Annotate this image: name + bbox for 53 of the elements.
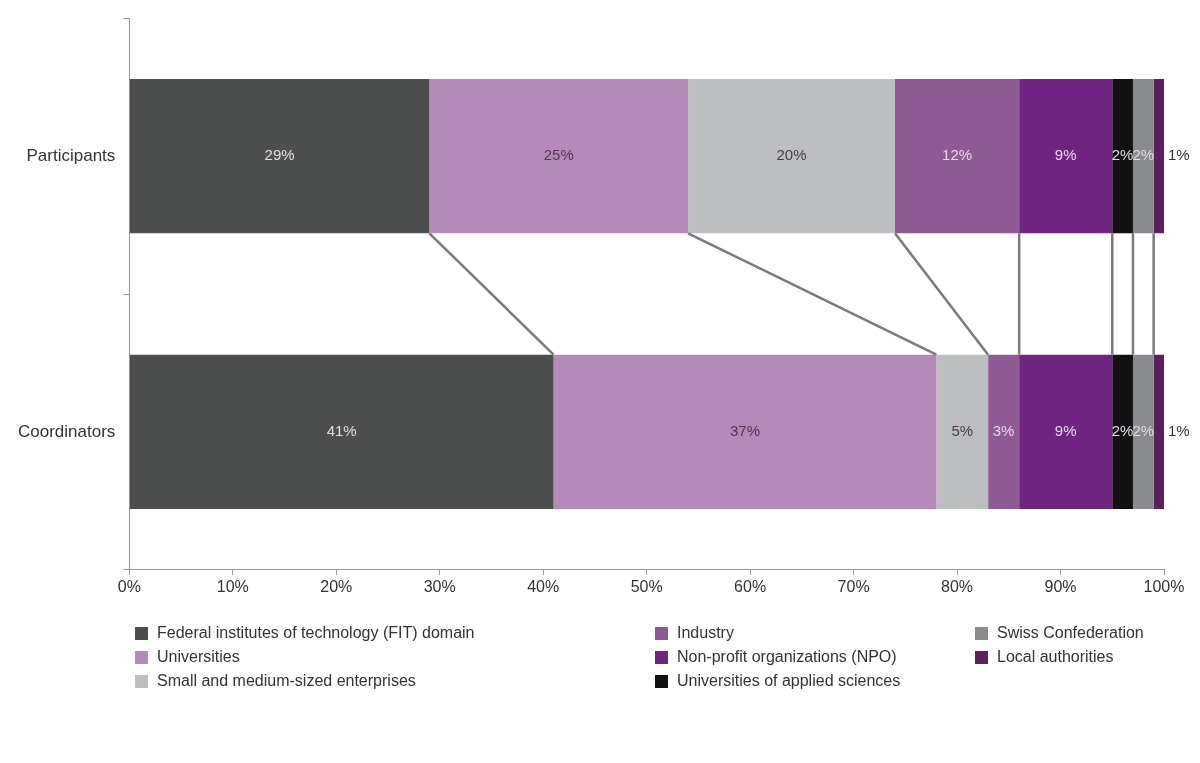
data-label: 12% — [942, 146, 973, 164]
bar — [129, 78, 430, 234]
legend-label: Swiss Confederation — [997, 624, 1144, 642]
bar — [1153, 354, 1164, 510]
bar — [1019, 354, 1113, 510]
y-tick-label: Participants — [26, 145, 116, 165]
bar — [1132, 354, 1154, 510]
bar — [1112, 78, 1133, 234]
x-tick-label: 30% — [423, 577, 456, 595]
data-label: 29% — [264, 146, 295, 164]
legend-label: Small and medium-sized enterprises — [157, 672, 416, 690]
data-label: 37% — [729, 422, 760, 440]
x-tick-label: 10% — [216, 577, 249, 595]
data-label: 20% — [776, 146, 807, 164]
x-tick-label: 40% — [527, 577, 560, 595]
data-label: 5% — [951, 422, 974, 440]
data-label: 2% — [1132, 422, 1155, 440]
x-tick-label: 100% — [1143, 577, 1185, 595]
bar — [1132, 78, 1154, 234]
bar — [1112, 354, 1133, 510]
data-label: 9% — [1054, 422, 1077, 440]
x-tick-label: 60% — [734, 577, 767, 595]
x-tick-label: 90% — [1044, 577, 1077, 595]
data-label: 2% — [1111, 146, 1134, 164]
legend-label: Local authorities — [997, 648, 1114, 666]
bar — [429, 78, 689, 234]
bar — [988, 354, 1020, 510]
data-label: 1% — [1168, 422, 1190, 440]
legend-label: Universities — [157, 648, 240, 666]
data-label: 3% — [992, 422, 1015, 440]
x-tick-label: 70% — [837, 577, 870, 595]
data-label: 2% — [1132, 146, 1155, 164]
x-tick-label: 80% — [941, 577, 974, 595]
data-label: 1% — [1168, 146, 1190, 164]
bar — [936, 354, 989, 510]
bar — [688, 78, 895, 234]
x-tick-label: 50% — [630, 577, 663, 595]
data-label: 41% — [326, 422, 357, 440]
data-label: 2% — [1111, 422, 1134, 440]
bar — [894, 78, 1020, 234]
legend-label: Non-profit organizations (NPO) — [677, 648, 897, 666]
data-label: 25% — [543, 146, 574, 164]
legend-label: Industry — [677, 624, 734, 642]
legend-label: Universities of applied sciences — [677, 672, 901, 690]
data-label: 9% — [1054, 146, 1077, 164]
bar — [129, 354, 554, 510]
x-tick-label: 0% — [117, 577, 141, 595]
x-tick-label: 20% — [320, 577, 353, 595]
bar — [1019, 78, 1113, 234]
legend-label: Federal institutes of technology (FIT) domain — [157, 624, 475, 642]
bar — [1153, 78, 1164, 234]
y-tick-label: Coordinators — [18, 421, 116, 441]
bar — [553, 354, 937, 510]
